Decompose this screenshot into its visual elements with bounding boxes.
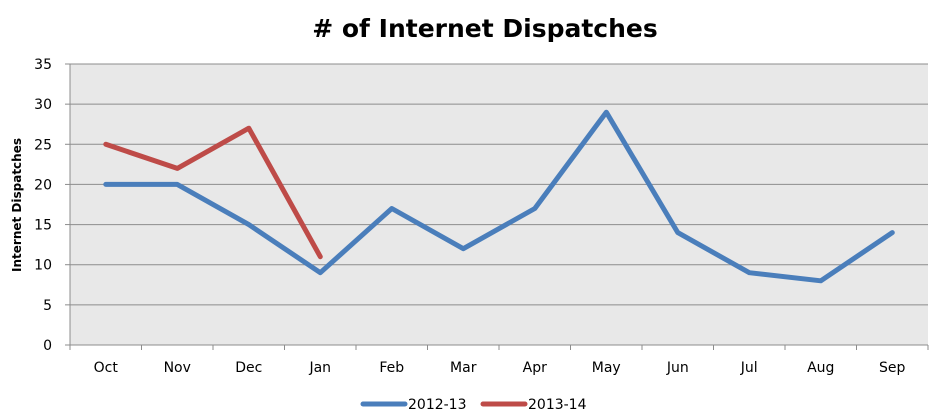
y-tick-label: 30 xyxy=(34,97,52,113)
x-tick-label: Jul xyxy=(740,360,758,376)
legend-label: 2013-14 xyxy=(528,397,587,412)
x-tick-label: Jun xyxy=(666,360,689,376)
legend-label: 2012-13 xyxy=(408,397,467,412)
x-tick-label: Jan xyxy=(308,360,331,376)
y-tick-label: 10 xyxy=(34,258,52,274)
legend: 2012-13 2013-14 xyxy=(360,397,587,412)
x-tick-label: Oct xyxy=(94,360,119,376)
x-tick-label: Apr xyxy=(523,360,547,376)
x-tick-label: May xyxy=(592,360,621,376)
x-tick-label: Mar xyxy=(450,360,477,376)
x-tick-labels: Oct Nov Dec Jan Feb Mar Apr May Jun Jul Aug Sep xyxy=(94,360,906,376)
x-tick-label: Sep xyxy=(879,360,906,376)
plot-area xyxy=(70,64,928,345)
chart-title: # of Internet Dispatches xyxy=(312,14,658,43)
y-tick-label: 0 xyxy=(43,338,52,354)
y-tick-label: 25 xyxy=(34,137,52,153)
series-lines xyxy=(103,109,895,284)
y-tick-label: 5 xyxy=(43,298,52,314)
y-tick-label: 35 xyxy=(34,57,52,73)
y-tick-label: 15 xyxy=(34,218,52,234)
y-tick-label: 20 xyxy=(34,177,52,193)
x-tick-label: Feb xyxy=(379,360,404,376)
series-line-2013-14 xyxy=(103,125,323,260)
x-tick-label: Nov xyxy=(164,360,191,376)
series-line-2012-13 xyxy=(103,109,895,284)
x-tick-label: Aug xyxy=(807,360,834,376)
y-axis-title: Internet Dispatches xyxy=(10,138,24,272)
y-tick-labels: 0 5 10 15 20 25 30 35 xyxy=(34,57,52,354)
axes xyxy=(65,63,929,350)
gridlines xyxy=(70,63,928,306)
x-tick-label: Dec xyxy=(235,360,262,376)
